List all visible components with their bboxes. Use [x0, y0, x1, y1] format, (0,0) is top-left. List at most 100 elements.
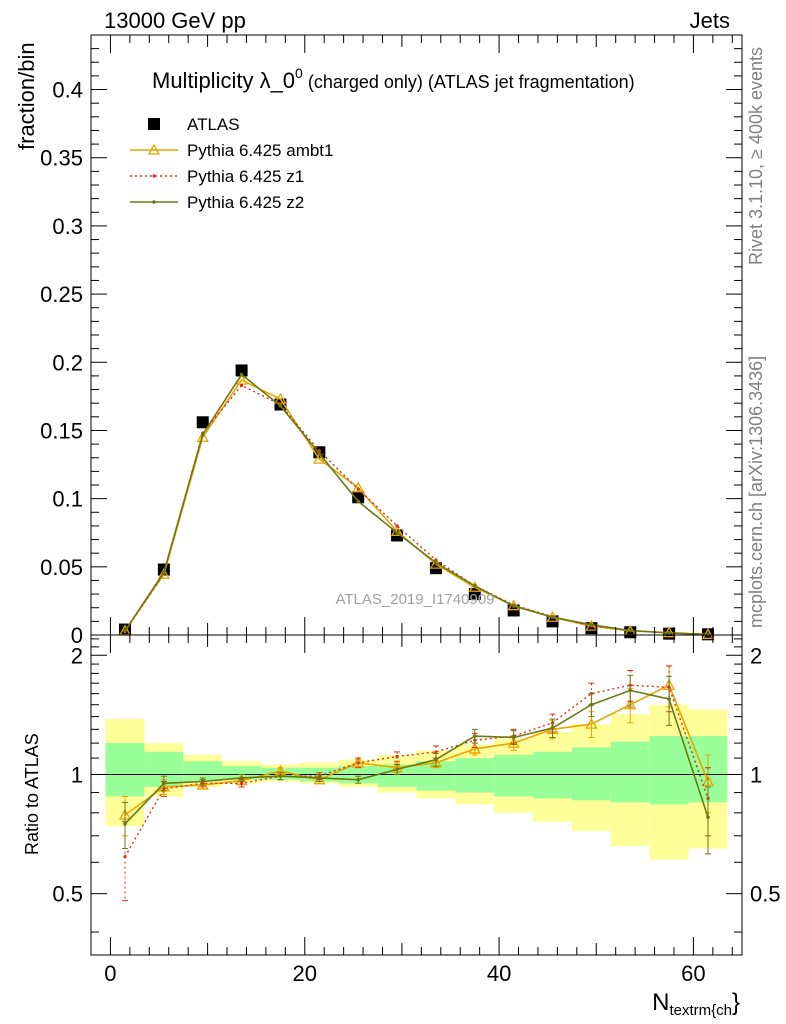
- ratio-point-z2: [278, 774, 283, 778]
- uncertainty-band-inner: [610, 741, 650, 803]
- ratio-point-z1: [123, 855, 127, 859]
- ratio-point-z1: [356, 761, 360, 765]
- series-point-z1: [395, 524, 399, 528]
- ratio-y-tick-label-right: 0.5: [750, 882, 781, 907]
- ratio-point-z2: [356, 777, 361, 782]
- series-point-z2: [162, 570, 166, 575]
- legend-label-z1: Pythia 6.425 z1: [187, 167, 304, 186]
- chart-title-superscript: 0: [295, 65, 303, 81]
- uncertainty-band-inner: [571, 747, 611, 801]
- ratio-point-z2: [434, 757, 438, 762]
- legend-marker-ambt1: [147, 143, 161, 155]
- series-point-z2: [706, 632, 710, 637]
- series-point-z2: [123, 629, 127, 633]
- ratio-y-tick-label-right: 2: [750, 643, 762, 668]
- y-tick-label: 0.2: [52, 350, 83, 375]
- y-tick-label: 0.4: [52, 78, 83, 103]
- chart-title: Multiplicity λ_00 (charged only) (ATLAS …: [152, 65, 635, 93]
- ratio-point-z2: [200, 779, 205, 784]
- x-axis-label: Ntextrm{ch}: [652, 989, 740, 1019]
- ratio-point-z2: [395, 767, 399, 772]
- series-point-ambt1: [157, 567, 170, 579]
- data-point: [352, 491, 365, 504]
- y-tick-label: 0.35: [40, 146, 83, 171]
- ratio-point-z2: [550, 726, 555, 730]
- ratio-point-z2: [123, 822, 127, 826]
- uncertainty-band-inner: [105, 743, 145, 797]
- rivet-label: Rivet 3.1.10, ≥ 400k events: [746, 47, 766, 265]
- ratio-point-ambt1: [624, 698, 637, 710]
- x-tick-label: 40: [487, 961, 511, 986]
- data-point: [235, 364, 248, 377]
- ratio-point-z1: [434, 750, 438, 754]
- chart-title-rest: (charged only) (ATLAS jet fragmentation): [303, 72, 635, 92]
- series-point-ambt1: [352, 481, 365, 493]
- ratio-point-z1: [395, 754, 399, 759]
- ratio-point-z2: [472, 734, 477, 738]
- y-tick-label: 0.25: [40, 282, 83, 307]
- ratio-point-z2: [317, 776, 322, 780]
- x-axis-label-end: }: [732, 989, 740, 1016]
- ratio-point-ambt1: [468, 742, 481, 754]
- ratio-y-tick-label: 0.5: [52, 882, 83, 907]
- ratio-point-ambt1: [429, 756, 443, 768]
- series-point-z2: [278, 404, 283, 408]
- series-line-z2: [124, 373, 709, 636]
- y-tick-label: 0: [71, 623, 83, 648]
- series-point-z2: [200, 432, 205, 437]
- ratio-point-z2: [667, 697, 671, 701]
- mcplots-label: mcplots.cern.ch [arXiv:1306.3436]: [746, 356, 766, 628]
- ratio-point-ambt1: [352, 756, 365, 768]
- ratio-axis-label: Ratio to ATLAS: [22, 733, 42, 855]
- series-point-z2: [434, 560, 438, 565]
- ratio-line-z2: [124, 689, 709, 825]
- header-left: 13000 GeV pp: [104, 8, 246, 33]
- ratio-panel: 0 20 40 60 0.5 0.5 1 1 2 2 Ratio to ATLAS: [22, 634, 781, 986]
- y-tick-label: 0.15: [40, 418, 83, 443]
- series-point-z2: [589, 622, 594, 627]
- series-point-z2: [356, 499, 361, 504]
- ratio-line-z1: [124, 684, 709, 858]
- data-point: [196, 416, 209, 429]
- series-point-z2: [239, 372, 244, 377]
- series-point-z1: [240, 383, 244, 388]
- series-point-z2: [472, 584, 477, 588]
- series-point-z2: [628, 628, 633, 633]
- ratio-point-z2: [239, 776, 244, 780]
- legend-marker-data: [148, 118, 160, 130]
- ratio-point-z2: [628, 688, 633, 693]
- ratio-point-ambt1: [701, 775, 715, 787]
- y-axis-label: fraction/bin: [14, 42, 39, 150]
- ratio-y-tick-label: 2: [71, 643, 83, 668]
- ratio-point-z2: [706, 815, 710, 819]
- series-point-z1: [356, 487, 360, 491]
- uncertainty-band-inner: [649, 736, 689, 805]
- ratio-point-z1: [240, 781, 244, 785]
- ratio-point-ambt1: [196, 778, 209, 790]
- watermark: ATLAS_2019_I1740909: [335, 591, 494, 608]
- series-point-z2: [395, 530, 399, 535]
- uncertainty-band-inner: [183, 761, 223, 782]
- legend-marker-z1: [152, 174, 156, 178]
- series-point-z2: [550, 615, 555, 619]
- ratio-point-ambt1: [585, 717, 598, 729]
- y-tick-label: 0.05: [40, 555, 83, 580]
- ratio-y-tick-label: 1: [71, 762, 83, 787]
- ratio-point-z2: [511, 735, 516, 740]
- uncertainty-band-inner: [377, 764, 417, 787]
- y-tick-label: 0.3: [52, 214, 83, 239]
- x-tick-label: 20: [293, 961, 317, 986]
- uncertainty-band-inner: [222, 766, 262, 780]
- legend-label-ambt1: Pythia 6.425 ambt1: [187, 141, 333, 160]
- ratio-frame: [90, 634, 743, 956]
- legend-label-z2: Pythia 6.425 z2: [187, 193, 304, 212]
- series-point-z2: [511, 604, 516, 608]
- main-panel: 0 0.05 0.1 0.15 0.2 0.25 0.3 0.35 0.4 Multiplici…: [14, 34, 743, 648]
- ratio-point-z2: [589, 702, 594, 707]
- x-tick-label: 0: [104, 961, 116, 986]
- uncertainty-band-inner: [494, 754, 534, 797]
- uncertainty-band-inner: [533, 751, 572, 799]
- legend: ATLAS Pythia 6.425 ambt1 Pythia 6.425 z1 Py…: [130, 115, 333, 212]
- series-point-z2: [667, 631, 671, 635]
- chart-title-main: Multiplicity λ_0: [152, 68, 295, 93]
